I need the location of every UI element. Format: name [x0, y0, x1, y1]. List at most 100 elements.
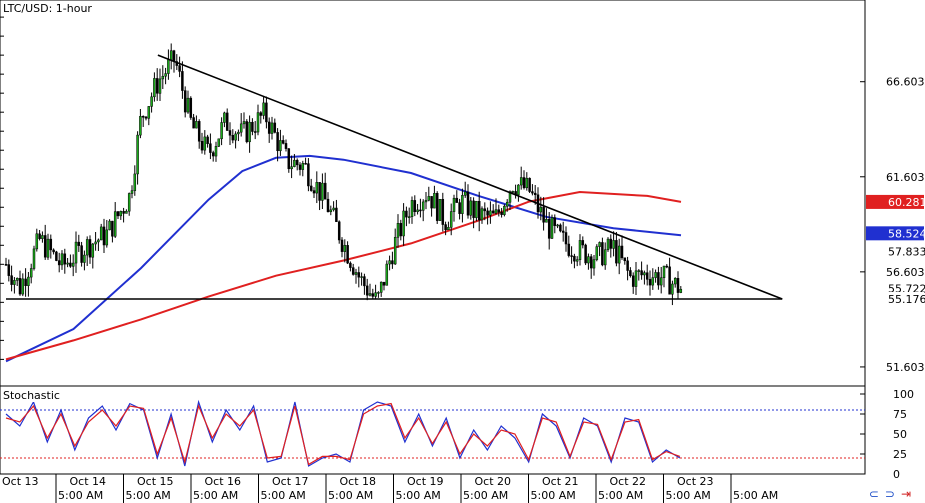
price-badge-label: 57.833: [888, 245, 925, 258]
candle-body: [424, 199, 428, 203]
candle-body: [407, 216, 411, 218]
stochastic-tick-label: 0: [893, 468, 900, 481]
price-badge-bg: [866, 226, 924, 241]
candle-body: [469, 200, 473, 216]
price-badge-label: 58.524: [888, 227, 925, 240]
candle-body: [458, 202, 461, 214]
candle-body: [153, 78, 156, 98]
candle-body: [66, 262, 69, 265]
candle-body: [584, 244, 587, 264]
stochastic-d-line: [5, 402, 681, 466]
candle-body: [91, 243, 95, 258]
candle-body: [155, 78, 159, 94]
candle-body: [665, 265, 669, 268]
candle-body: [483, 208, 487, 212]
candle-body: [480, 208, 484, 221]
candle-body: [189, 97, 193, 118]
candle-body: [645, 272, 649, 280]
candle-body: [74, 241, 78, 264]
candle-body: [368, 293, 372, 296]
candle-body: [402, 210, 405, 237]
candle-body: [637, 270, 641, 272]
candle-body: [343, 245, 347, 252]
link-icon[interactable]: ⊂⊃: [868, 487, 901, 501]
candle-body: [587, 256, 590, 264]
candle-body: [239, 123, 243, 133]
candle-body: [52, 249, 55, 253]
candle-body: [150, 96, 153, 107]
time-label: 5:00 AM: [126, 489, 171, 502]
candle-body: [284, 143, 288, 149]
date-label: Oct 22: [610, 475, 647, 488]
candle-body: [220, 122, 223, 140]
candle-body: [371, 293, 375, 297]
candle-body: [673, 278, 677, 285]
candle-body: [379, 281, 383, 293]
candle-body: [136, 134, 139, 175]
candle-body: [564, 232, 568, 245]
candle-body: [41, 235, 44, 239]
price-tick-label: 61.603: [886, 171, 925, 184]
candle-body: [500, 211, 503, 215]
candle-body: [298, 164, 302, 170]
candle-body: [139, 116, 142, 136]
candle-body: [83, 254, 86, 263]
candle-body: [559, 224, 562, 232]
candle-body: [167, 59, 170, 74]
candle-body: [273, 122, 277, 133]
candle-body: [144, 116, 148, 119]
candle-body: [225, 112, 229, 131]
price-pane-frame: [0, 0, 866, 387]
candle-body: [270, 122, 274, 134]
candle-body: [659, 277, 663, 286]
candle-body: [385, 263, 389, 286]
candle-body: [7, 264, 11, 276]
time-label: 5:00 AM: [328, 489, 373, 502]
candle-body: [13, 280, 16, 285]
candle-body: [29, 268, 33, 278]
candle-body: [444, 224, 447, 231]
candle-body: [245, 121, 249, 143]
candle-body: [393, 237, 397, 265]
time-label: 5:00 AM: [58, 489, 103, 502]
candle-body: [631, 275, 635, 287]
candle-body: [200, 141, 204, 151]
candle-body: [108, 220, 111, 231]
candle-body: [262, 102, 265, 116]
candle-body: [147, 106, 151, 119]
candle-body: [427, 196, 431, 201]
candle-body: [130, 190, 134, 194]
date-label: Oct 15: [137, 475, 174, 488]
candle-body: [575, 259, 579, 262]
price-badge-bg: [866, 291, 924, 306]
candle-body: [472, 200, 475, 218]
candle-body: [248, 121, 251, 143]
candle-body: [671, 283, 674, 295]
candle-body: [125, 210, 128, 214]
candle-body: [55, 251, 58, 261]
candle-body: [337, 221, 341, 241]
price-axis: 66.603 61.603 56.603 51.603: [0, 16, 925, 374]
candle-body: [122, 211, 125, 214]
candle-body: [438, 199, 442, 221]
candle-body: [382, 281, 386, 286]
candle-body: [318, 182, 321, 201]
candle-body: [60, 253, 64, 266]
stochastic-title: Stochastic: [2, 389, 61, 402]
candle-body: [466, 191, 470, 216]
arrow-icon[interactable]: ⇥: [900, 487, 917, 501]
candle-body: [99, 226, 103, 241]
date-label: Oct 14: [70, 475, 107, 488]
candle-body: [640, 270, 643, 276]
candle-body: [657, 272, 660, 286]
price-badge-bg: [866, 194, 924, 209]
candle-body: [105, 229, 109, 246]
candle-body: [550, 217, 554, 239]
candle-body: [312, 190, 316, 194]
price-tick-label: 66.603: [886, 76, 925, 89]
candle-body: [251, 121, 254, 132]
candle-body: [10, 275, 13, 285]
candle-body: [351, 267, 355, 275]
